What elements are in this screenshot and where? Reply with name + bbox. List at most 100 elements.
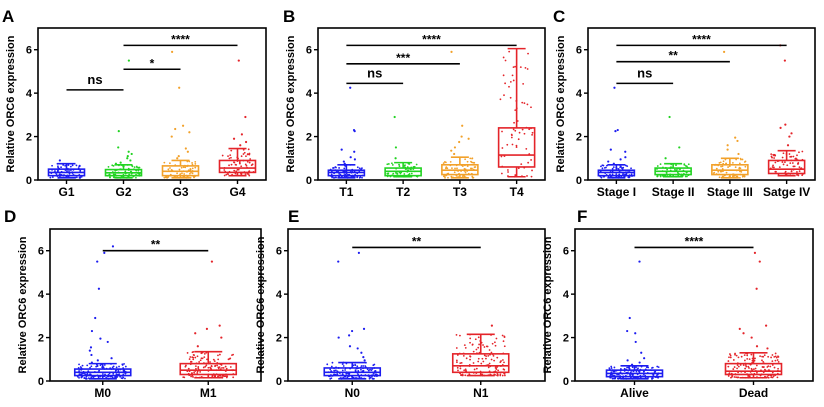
outlier-point [127,150,130,153]
data-point [761,366,764,368]
y-tick-label: 0 [563,376,569,388]
data-point [622,173,624,176]
data-point [79,176,81,179]
y-tick-label: 4 [276,289,283,301]
data-point [772,153,775,156]
data-point [748,367,750,369]
data-point [192,354,195,356]
data-point [781,156,784,159]
data-point [788,153,791,155]
data-point [205,364,208,367]
data-point [773,157,776,159]
data-point [740,355,743,358]
data-point [345,372,348,375]
data-point [746,354,749,357]
significance-label: **** [171,32,190,46]
box-t4 [497,47,536,178]
data-point [627,366,630,369]
data-point [112,365,115,368]
data-point [771,354,774,356]
data-point [617,168,620,170]
data-point [488,362,491,365]
y-tick-label: 2 [306,132,312,144]
outlier-point [613,86,616,89]
data-point [738,162,741,165]
data-point [246,153,249,155]
data-point [217,354,219,357]
y-tick-label: 6 [38,246,44,258]
data-point [720,165,722,168]
data-point [333,369,336,372]
data-point [176,172,179,175]
outlier-point [218,324,221,327]
data-point [642,370,645,373]
outlier-point [239,144,242,147]
data-point [748,358,751,361]
data-point [465,357,468,360]
data-point [236,168,239,171]
data-point [773,366,776,369]
data-point [224,375,227,378]
x-tick-label: T2 [396,185,410,199]
data-point [477,360,480,363]
data-point [248,161,251,164]
data-point [744,165,747,168]
data-point [51,164,53,167]
data-point [503,345,506,348]
data-point [744,364,747,366]
data-point [666,168,669,171]
data-point [503,335,506,338]
data-point [774,154,776,157]
data-point [735,354,738,357]
box-stage-iii [711,50,749,179]
y-tick-label: 0 [38,376,44,388]
data-point [623,367,626,370]
data-point [739,157,742,160]
data-point [637,367,639,370]
data-point [771,156,773,159]
data-point [761,359,763,362]
outlier-point [110,357,113,360]
outlier-point [668,115,671,119]
data-point [118,365,120,368]
data-point [464,171,467,174]
data-point [674,168,676,171]
data-point [735,376,737,379]
data-point [226,375,229,378]
data-point [245,155,247,158]
data-point [630,167,632,170]
outlier-point [194,332,197,335]
data-point [741,158,744,161]
data-point [526,68,529,70]
data-point [203,352,206,355]
outlier-point [337,260,340,263]
data-point [410,168,412,171]
data-point [754,357,756,360]
outlier-point [638,260,641,263]
data-point [495,367,497,369]
significance-label: ** [412,234,422,248]
data-point [789,162,792,164]
x-tick-label: N0 [345,386,361,400]
data-point [333,176,336,179]
outlier-point [186,150,189,153]
data-point [724,158,727,161]
data-point [771,364,774,366]
outlier-point [126,157,129,160]
data-point [218,353,221,356]
outlier-point [634,340,637,344]
data-point [502,359,504,361]
data-point [487,354,490,357]
significance-label: * [150,56,155,70]
data-point [191,172,194,175]
box-g2 [104,59,143,179]
data-point [225,367,228,370]
data-point [750,353,753,356]
data-point [465,369,467,372]
data-point [784,170,787,173]
panel-letter: C [553,7,565,26]
data-point [217,358,220,361]
data-point [605,166,607,169]
data-point [732,368,735,370]
data-point [512,128,515,131]
